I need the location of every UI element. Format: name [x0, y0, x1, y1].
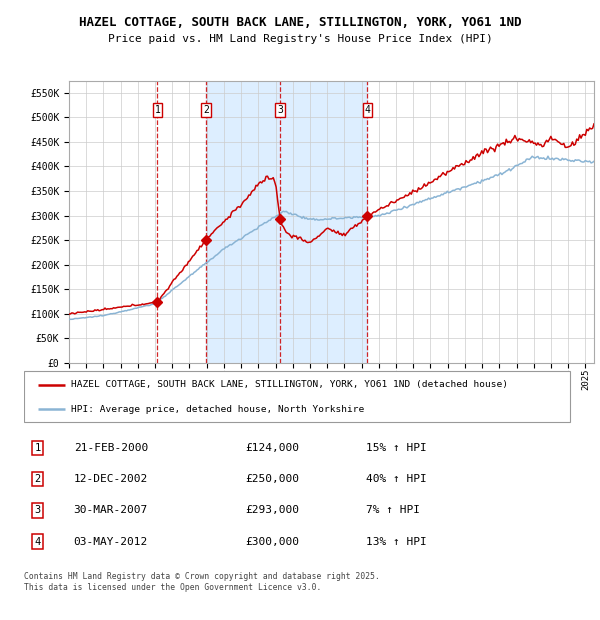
Text: Contains HM Land Registry data © Crown copyright and database right 2025.
This d: Contains HM Land Registry data © Crown c… [23, 572, 380, 591]
Text: 03-MAY-2012: 03-MAY-2012 [74, 537, 148, 547]
Text: 30-MAR-2007: 30-MAR-2007 [74, 505, 148, 515]
Text: 12-DEC-2002: 12-DEC-2002 [74, 474, 148, 484]
Text: £293,000: £293,000 [245, 505, 299, 515]
Text: 15% ↑ HPI: 15% ↑ HPI [366, 443, 427, 453]
Text: 7% ↑ HPI: 7% ↑ HPI [366, 505, 420, 515]
Text: 13% ↑ HPI: 13% ↑ HPI [366, 537, 427, 547]
Text: 21-FEB-2000: 21-FEB-2000 [74, 443, 148, 453]
Text: 4: 4 [35, 537, 41, 547]
Text: £124,000: £124,000 [245, 443, 299, 453]
Text: HPI: Average price, detached house, North Yorkshire: HPI: Average price, detached house, Nort… [71, 405, 364, 414]
Text: 2: 2 [203, 105, 209, 115]
Text: 40% ↑ HPI: 40% ↑ HPI [366, 474, 427, 484]
Text: Price paid vs. HM Land Registry's House Price Index (HPI): Price paid vs. HM Land Registry's House … [107, 34, 493, 44]
Text: 2: 2 [35, 474, 41, 484]
Text: 4: 4 [365, 105, 370, 115]
Text: 3: 3 [35, 505, 41, 515]
FancyBboxPatch shape [24, 371, 571, 422]
Text: £250,000: £250,000 [245, 474, 299, 484]
Text: 3: 3 [277, 105, 283, 115]
Text: £300,000: £300,000 [245, 537, 299, 547]
Text: 1: 1 [35, 443, 41, 453]
Text: HAZEL COTTAGE, SOUTH BACK LANE, STILLINGTON, YORK, YO61 1ND: HAZEL COTTAGE, SOUTH BACK LANE, STILLING… [79, 17, 521, 29]
Text: 1: 1 [154, 105, 160, 115]
Bar [206, 81, 367, 363]
Text: HAZEL COTTAGE, SOUTH BACK LANE, STILLINGTON, YORK, YO61 1ND (detached house): HAZEL COTTAGE, SOUTH BACK LANE, STILLING… [71, 380, 508, 389]
